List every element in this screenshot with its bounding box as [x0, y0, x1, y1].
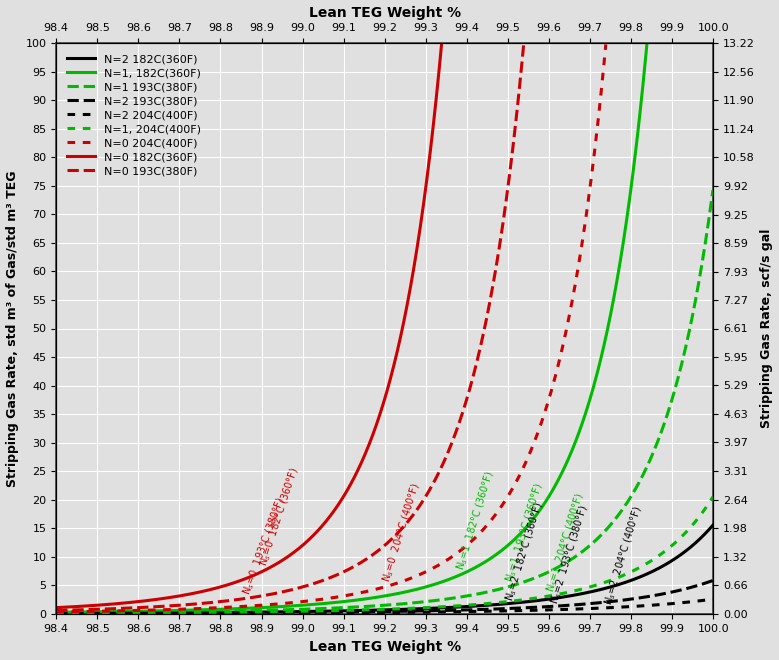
- X-axis label: Lean TEG Weight %: Lean TEG Weight %: [308, 640, 461, 655]
- Text: N$_s$=2  204°C (400°F): N$_s$=2 204°C (400°F): [601, 505, 645, 607]
- Text: N$_s$=0  193°C (380°F): N$_s$=0 193°C (380°F): [241, 496, 288, 597]
- Text: N$_s$=0  182°C (360°F): N$_s$=0 182°C (360°F): [257, 465, 301, 568]
- X-axis label: Lean TEG Weight %: Lean TEG Weight %: [308, 5, 461, 20]
- Text: N$_s$=1  204°C (400°F): N$_s$=1 204°C (400°F): [545, 492, 587, 595]
- Text: N$_s$=2  193°C (380°F): N$_s$=2 193°C (380°F): [548, 504, 591, 606]
- Text: N$_s$=2  182°C (360°F): N$_s$=2 182°C (360°F): [503, 500, 546, 603]
- Y-axis label: Stripping Gas Rate, std m³ of Gas/std m³ TEG: Stripping Gas Rate, std m³ of Gas/std m³…: [5, 170, 19, 487]
- Text: N$_s$=1  182°C (360°F): N$_s$=1 182°C (360°F): [454, 469, 497, 572]
- Legend: N=2 182C(360F), N=1, 182C(360F), N=1 193C(380F), N=2 193C(380F), N=2 204C(400F),: N=2 182C(360F), N=1, 182C(360F), N=1 193…: [62, 49, 206, 182]
- Text: N$_s$=0  204°C (400°F): N$_s$=0 204°C (400°F): [380, 482, 423, 585]
- Text: N$_s$=1  193°C (360°F): N$_s$=1 193°C (360°F): [503, 482, 546, 585]
- Y-axis label: Stripping Gas Rate, scf/s gal: Stripping Gas Rate, scf/s gal: [760, 229, 774, 428]
